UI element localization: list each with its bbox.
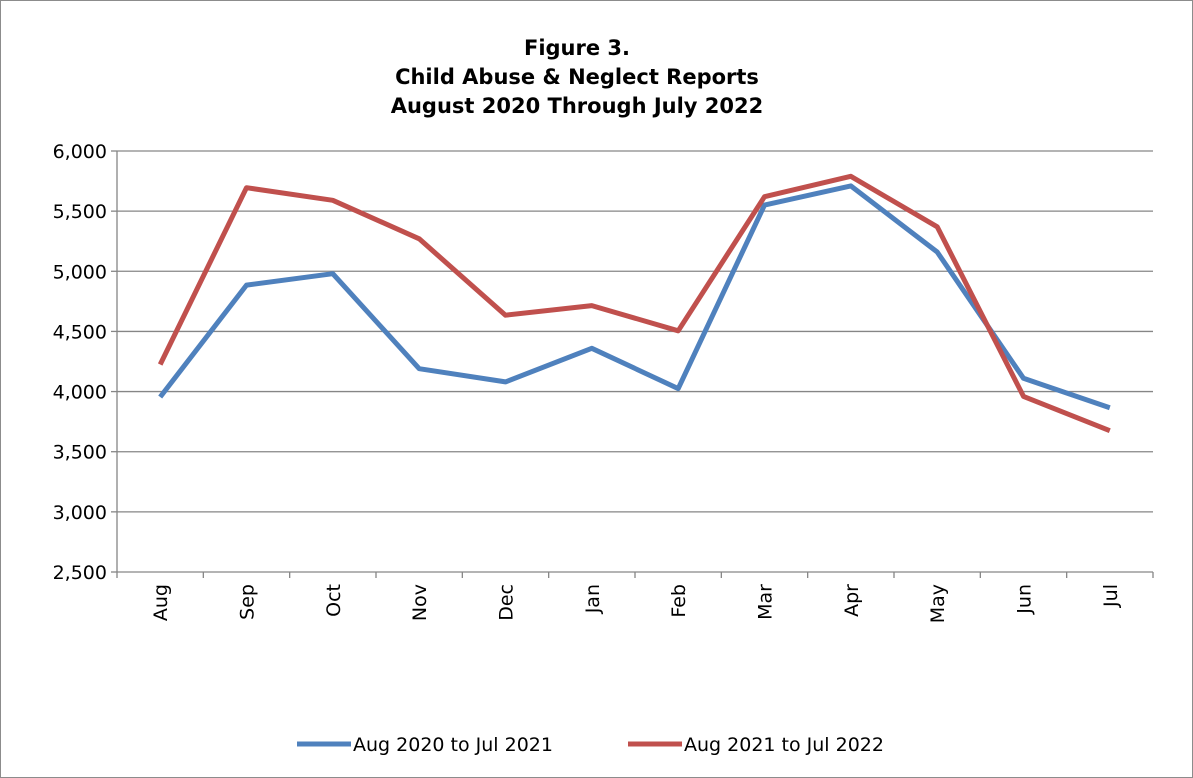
x-tick-label: Mar bbox=[755, 584, 777, 620]
x-tick-label: Jan bbox=[582, 584, 604, 614]
chart-title: Figure 3. Child Abuse & Neglect Reports … bbox=[391, 36, 764, 118]
y-tick-label: 2,500 bbox=[53, 562, 107, 584]
series-lines bbox=[157, 173, 1111, 434]
y-tick-label: 3,500 bbox=[53, 442, 107, 464]
y-tick-label: 4,500 bbox=[53, 321, 107, 343]
series-line-2 bbox=[157, 173, 1111, 434]
chart-title-line-2: Child Abuse & Neglect Reports bbox=[395, 65, 759, 89]
y-tick-label: 6,000 bbox=[53, 141, 107, 163]
x-tick-label: Apr bbox=[841, 584, 863, 617]
y-tick-label: 4,000 bbox=[53, 382, 107, 404]
x-tick-label: Dec bbox=[496, 584, 518, 621]
x-tick-label: Sep bbox=[237, 584, 259, 620]
x-tick-label: Feb bbox=[668, 584, 690, 618]
chart-title-line-3: August 2020 Through July 2022 bbox=[391, 94, 764, 118]
gridlines bbox=[117, 150, 1153, 513]
y-tick-label: 5,500 bbox=[53, 201, 107, 223]
x-tick-label: Aug bbox=[150, 584, 172, 621]
series-line-1 bbox=[158, 183, 1111, 411]
x-tick-label: Oct bbox=[323, 584, 345, 617]
legend-label-2: Aug 2021 to Jul 2022 bbox=[684, 734, 884, 756]
legend-label-1: Aug 2020 to Jul 2021 bbox=[353, 734, 553, 756]
chart-title-line-1: Figure 3. bbox=[524, 36, 630, 60]
y-tick-label: 5,000 bbox=[53, 261, 107, 283]
x-tick-label: Jul bbox=[1100, 584, 1122, 608]
y-tick-label: 3,000 bbox=[53, 502, 107, 524]
x-tick-label: May bbox=[927, 584, 949, 623]
legend: Aug 2020 to Jul 2021 Aug 2021 to Jul 2022 bbox=[297, 734, 884, 756]
x-tick-label: Nov bbox=[409, 584, 431, 621]
x-tick-label: Jun bbox=[1014, 584, 1036, 615]
axes: 2,500 3,000 3,500 4,000 4,500 5,000 5,500 6,000… bbox=[53, 141, 1154, 623]
